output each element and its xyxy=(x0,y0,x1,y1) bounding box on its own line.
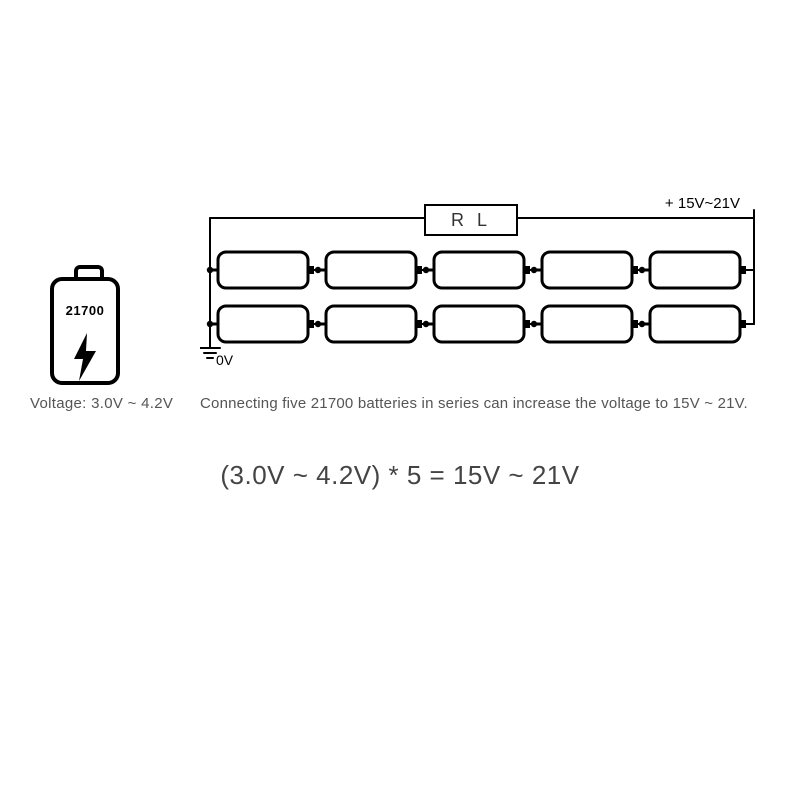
battery-model: 21700 xyxy=(54,303,116,318)
formula-text: (3.0V ~ 4.2V) * 5 = 15V ~ 21V xyxy=(0,460,800,491)
battery-body: 21700 xyxy=(50,277,120,385)
battery-icon: 21700 xyxy=(50,265,120,380)
description-text: Connecting five 21700 batteries in serie… xyxy=(200,395,760,412)
battery-voltage-caption: Voltage: 3.0V ~ 4.2V xyxy=(30,395,173,412)
ground-label: 0V xyxy=(216,352,233,368)
load-resistor-label: R L xyxy=(424,204,518,236)
bolt-icon xyxy=(70,333,100,381)
